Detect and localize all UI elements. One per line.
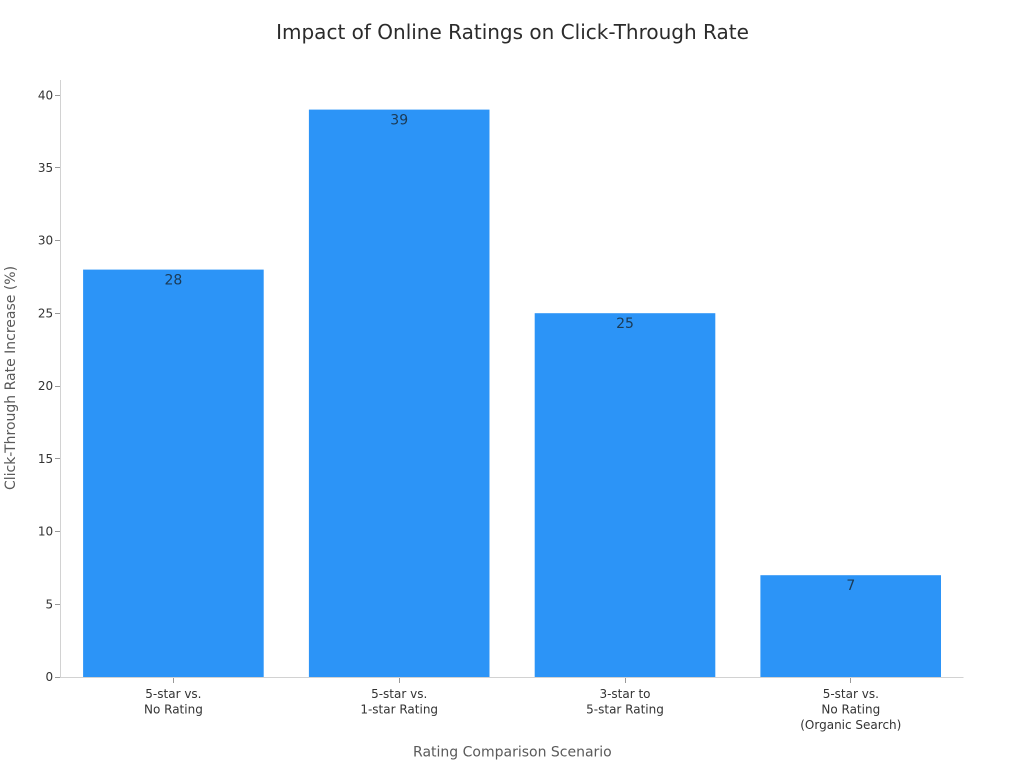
svg-text:0: 0 bbox=[46, 670, 54, 684]
svg-text:5-star vs.No Rating: 5-star vs. No Rating bbox=[144, 687, 203, 717]
svg-text:5: 5 bbox=[46, 598, 54, 612]
svg-text:5-star vs.No Rating(Organic Se: 5-star vs. No Rating (Organic Search) bbox=[800, 687, 901, 732]
svg-text:7: 7 bbox=[846, 578, 855, 594]
svg-text:3-star to5-star Rating: 3-star to 5-star Rating bbox=[586, 687, 664, 717]
svg-text:40: 40 bbox=[38, 88, 53, 102]
svg-text:25: 25 bbox=[38, 307, 53, 321]
svg-text:20: 20 bbox=[38, 379, 53, 393]
svg-text:28: 28 bbox=[164, 272, 182, 288]
svg-text:15: 15 bbox=[38, 452, 53, 466]
svg-text:39: 39 bbox=[390, 112, 408, 128]
svg-text:Rating Comparison Scenario: Rating Comparison Scenario bbox=[413, 744, 612, 760]
svg-text:Click-Through Rate Increase (%: Click-Through Rate Increase (%) bbox=[3, 266, 19, 490]
svg-text:5-star vs.1-star Rating: 5-star vs. 1-star Rating bbox=[360, 687, 438, 717]
svg-text:10: 10 bbox=[38, 525, 53, 539]
svg-text:25: 25 bbox=[616, 316, 634, 332]
svg-text:35: 35 bbox=[38, 161, 53, 175]
svg-text:Impact of Online Ratings on Cl: Impact of Online Ratings on Click-Throug… bbox=[276, 20, 749, 44]
svg-text:30: 30 bbox=[38, 234, 53, 248]
